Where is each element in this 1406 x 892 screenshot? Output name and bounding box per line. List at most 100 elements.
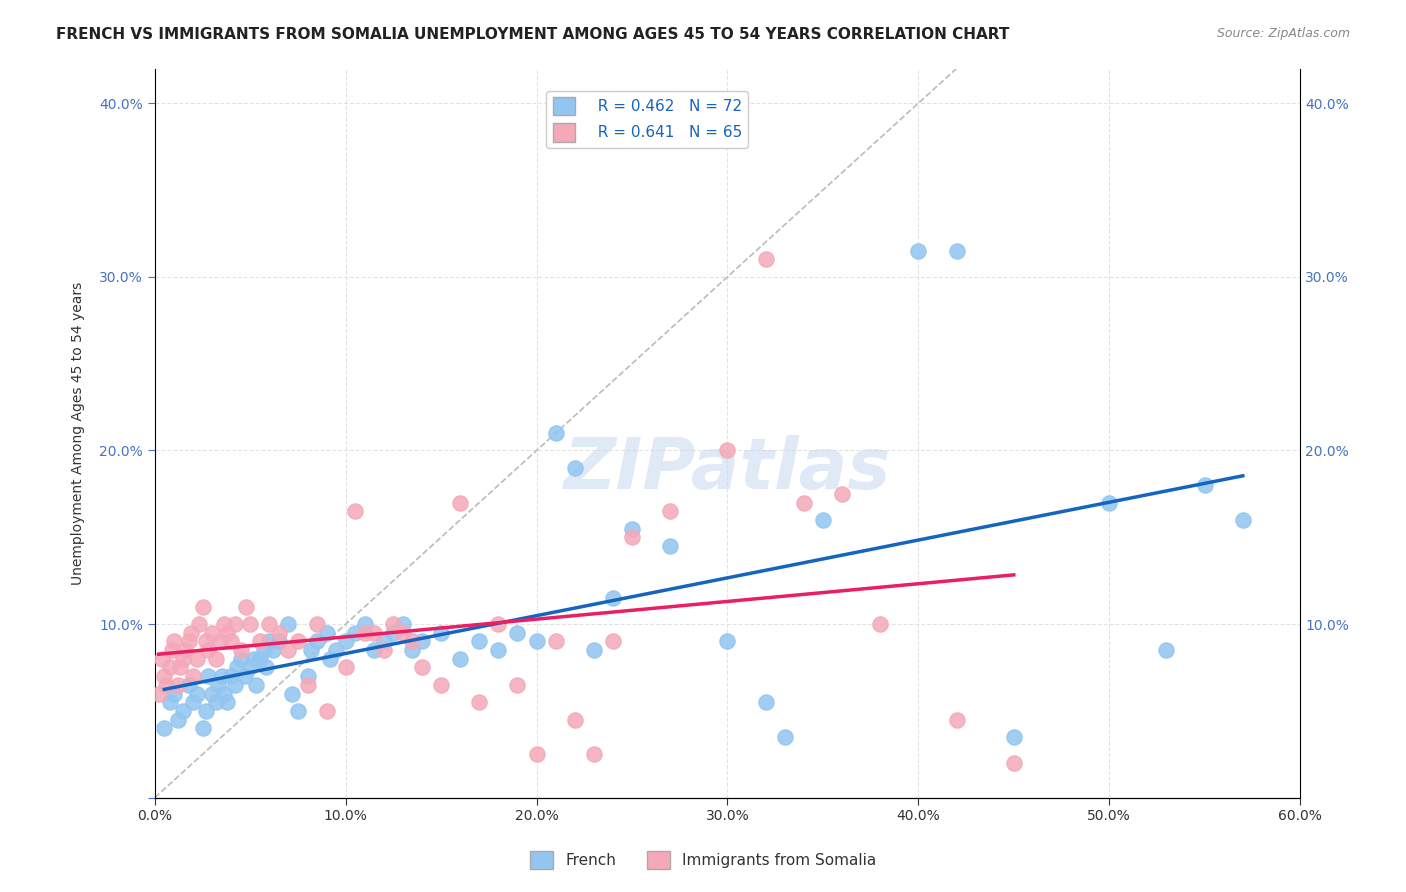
Point — [243, 652, 266, 666]
Point — [219, 634, 242, 648]
Point — [353, 617, 375, 632]
Point — [163, 634, 186, 648]
Point — [224, 678, 246, 692]
Point — [307, 617, 329, 632]
Point — [716, 634, 738, 648]
Point — [211, 669, 233, 683]
Point — [174, 643, 197, 657]
Point — [277, 617, 299, 632]
Point — [659, 504, 682, 518]
Point — [831, 487, 853, 501]
Point — [169, 660, 191, 674]
Point — [181, 669, 204, 683]
Point — [195, 634, 218, 648]
Point — [1002, 730, 1025, 744]
Point — [195, 704, 218, 718]
Point — [526, 747, 548, 762]
Point — [225, 660, 247, 674]
Point — [191, 721, 214, 735]
Point — [159, 660, 181, 674]
Point — [945, 713, 967, 727]
Point — [716, 443, 738, 458]
Point — [401, 643, 423, 657]
Point — [217, 695, 239, 709]
Point — [582, 747, 605, 762]
Point — [191, 599, 214, 614]
Text: FRENCH VS IMMIGRANTS FROM SOMALIA UNEMPLOYMENT AMONG AGES 45 TO 54 YEARS CORRELA: FRENCH VS IMMIGRANTS FROM SOMALIA UNEMPL… — [56, 27, 1010, 42]
Point — [335, 660, 357, 674]
Text: ZIPatlas: ZIPatlas — [564, 435, 891, 504]
Point — [201, 686, 224, 700]
Point — [344, 625, 367, 640]
Point — [281, 686, 304, 700]
Point — [197, 643, 219, 657]
Point — [254, 660, 277, 674]
Point — [506, 625, 529, 640]
Point — [335, 634, 357, 648]
Point — [235, 599, 257, 614]
Point — [1156, 643, 1178, 657]
Point — [262, 643, 284, 657]
Point — [468, 634, 491, 648]
Point — [315, 625, 337, 640]
Point — [1098, 495, 1121, 509]
Point — [526, 634, 548, 648]
Point — [353, 625, 375, 640]
Point — [382, 617, 405, 632]
Point — [755, 252, 778, 267]
Legend: French, Immigrants from Somalia: French, Immigrants from Somalia — [524, 845, 882, 875]
Point — [172, 704, 194, 718]
Point — [229, 643, 252, 657]
Point — [249, 652, 271, 666]
Point — [181, 695, 204, 709]
Point — [239, 660, 262, 674]
Point — [179, 678, 201, 692]
Point — [363, 643, 385, 657]
Point — [869, 617, 891, 632]
Point — [277, 643, 299, 657]
Legend:   R = 0.462   N = 72,   R = 0.641   N = 65: R = 0.462 N = 72, R = 0.641 N = 65 — [547, 91, 748, 148]
Point — [544, 634, 567, 648]
Point — [249, 634, 271, 648]
Point — [506, 678, 529, 692]
Point — [468, 695, 491, 709]
Point — [602, 634, 624, 648]
Point — [392, 617, 415, 632]
Point — [187, 617, 209, 632]
Point — [325, 643, 347, 657]
Point — [411, 660, 433, 674]
Point — [564, 713, 586, 727]
Point — [172, 652, 194, 666]
Point — [205, 652, 228, 666]
Point — [564, 460, 586, 475]
Point — [179, 634, 201, 648]
Point — [245, 678, 267, 692]
Point — [401, 634, 423, 648]
Point — [163, 686, 186, 700]
Point — [166, 678, 188, 692]
Point — [755, 695, 778, 709]
Point — [945, 244, 967, 258]
Point — [344, 504, 367, 518]
Point — [486, 643, 509, 657]
Point — [186, 652, 208, 666]
Point — [229, 652, 252, 666]
Point — [773, 730, 796, 744]
Point — [252, 643, 274, 657]
Point — [621, 530, 644, 544]
Point — [153, 721, 176, 735]
Point — [267, 625, 290, 640]
Point — [205, 695, 228, 709]
Y-axis label: Unemployment Among Ages 45 to 54 years: Unemployment Among Ages 45 to 54 years — [72, 282, 86, 585]
Point — [411, 634, 433, 648]
Point — [373, 643, 395, 657]
Point — [219, 669, 242, 683]
Point — [212, 686, 235, 700]
Point — [180, 625, 202, 640]
Point — [602, 591, 624, 605]
Point — [207, 678, 229, 692]
Point — [486, 617, 509, 632]
Point — [449, 652, 471, 666]
Point — [907, 244, 929, 258]
Point — [382, 625, 405, 640]
